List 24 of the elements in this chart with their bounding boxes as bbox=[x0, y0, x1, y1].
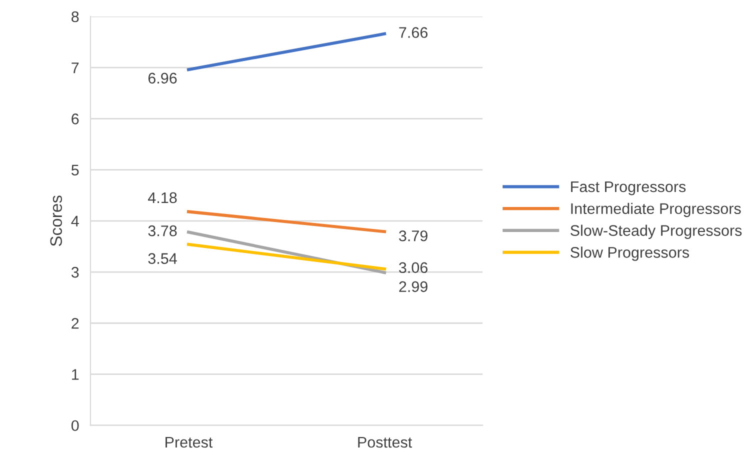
data-label: 7.66 bbox=[399, 27, 428, 38]
y-tick-label: 1 bbox=[72, 369, 79, 380]
x-tick-label: Pretest bbox=[166, 437, 213, 448]
data-label: 3.06 bbox=[399, 262, 428, 274]
y-tick-label: 6 bbox=[72, 114, 79, 124]
y-tick-label: 7 bbox=[72, 62, 79, 74]
y-tick-label: 4 bbox=[71, 216, 79, 226]
y-tick-label: 5 bbox=[71, 164, 79, 176]
data-label: 6.96 bbox=[148, 72, 177, 84]
data-label: 4.18 bbox=[148, 192, 177, 204]
data-label: 3.78 bbox=[148, 225, 177, 236]
y-tick-label: 8 bbox=[72, 11, 79, 22]
legend-label: Fast Progressors bbox=[571, 182, 686, 196]
legend-label: Slow-Steady Progressors bbox=[570, 224, 742, 239]
legend-label: Slow Progressors bbox=[570, 246, 690, 261]
y-tick-label: 2 bbox=[72, 318, 79, 329]
y-tick-label: 0 bbox=[71, 420, 79, 432]
x-tick-label: Posttest bbox=[358, 437, 412, 448]
y-tick-label: 3 bbox=[71, 266, 79, 278]
y-axis-title: Scores bbox=[50, 196, 62, 246]
data-label: 3.54 bbox=[148, 253, 177, 264]
data-label: 2.99 bbox=[399, 281, 428, 292]
data-label: 3.79 bbox=[399, 230, 428, 242]
legend-label: Intermediate Progressors bbox=[571, 202, 741, 218]
